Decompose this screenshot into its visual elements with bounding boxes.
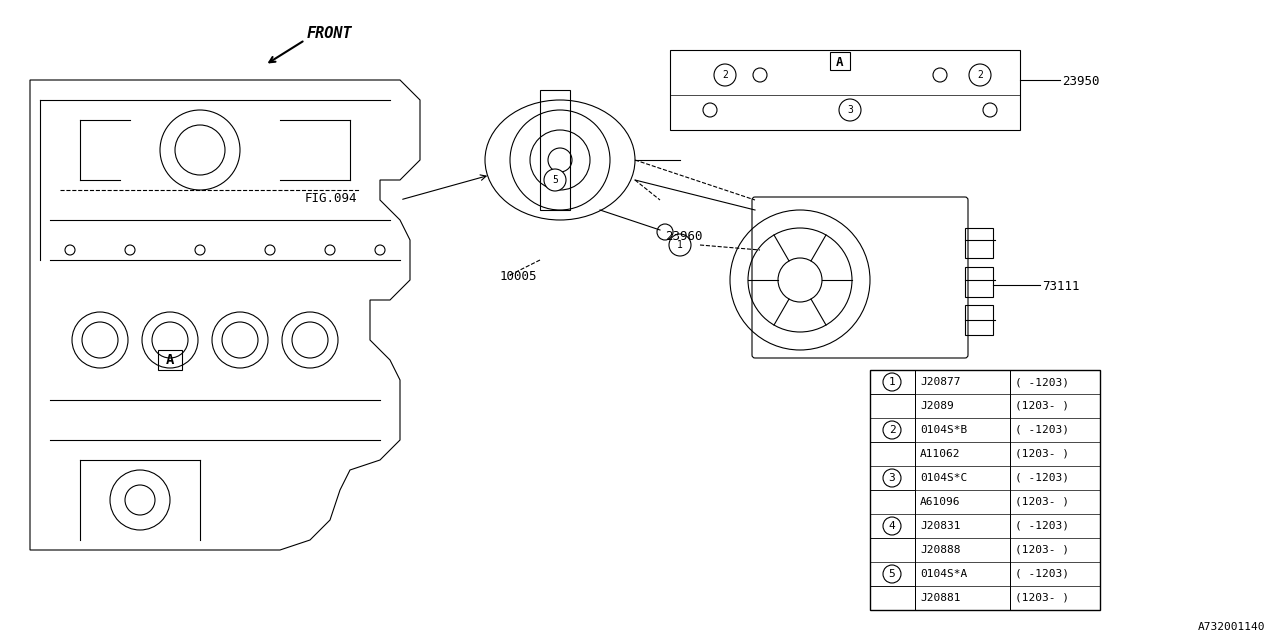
Text: 23950: 23950 <box>1062 75 1100 88</box>
Text: 23960: 23960 <box>666 230 703 243</box>
Bar <box>669 50 1020 130</box>
Text: J20831: J20831 <box>920 521 960 531</box>
Text: 0104S*B: 0104S*B <box>920 425 968 435</box>
Text: J20877: J20877 <box>920 377 960 387</box>
Text: (1203- ): (1203- ) <box>1015 497 1069 507</box>
Text: 4: 4 <box>888 521 896 531</box>
Text: A61096: A61096 <box>920 497 960 507</box>
Text: 5: 5 <box>888 569 896 579</box>
Text: (1203- ): (1203- ) <box>1015 593 1069 603</box>
Bar <box>829 52 850 70</box>
Text: 3: 3 <box>847 105 852 115</box>
Text: A: A <box>836 56 844 68</box>
Text: FIG.094: FIG.094 <box>305 192 357 205</box>
Bar <box>965 305 993 335</box>
Bar <box>965 267 993 297</box>
Text: 0104S*C: 0104S*C <box>920 473 968 483</box>
Text: 0104S*A: 0104S*A <box>920 569 968 579</box>
Text: 73111: 73111 <box>1042 280 1079 293</box>
Circle shape <box>669 234 691 256</box>
Text: ( -1203): ( -1203) <box>1015 473 1069 483</box>
Text: A11062: A11062 <box>920 449 960 459</box>
Text: ( -1203): ( -1203) <box>1015 569 1069 579</box>
Circle shape <box>544 169 566 191</box>
Bar <box>870 370 1100 610</box>
Text: (1203- ): (1203- ) <box>1015 401 1069 411</box>
Text: 2: 2 <box>722 70 728 80</box>
Circle shape <box>969 64 991 86</box>
Text: 2: 2 <box>977 70 983 80</box>
Text: (1203- ): (1203- ) <box>1015 545 1069 555</box>
Bar <box>157 350 182 370</box>
Text: A732001140: A732001140 <box>1198 622 1265 632</box>
Text: 5: 5 <box>552 175 558 185</box>
Text: 2: 2 <box>888 425 896 435</box>
Text: 1: 1 <box>677 240 684 250</box>
Text: (1203- ): (1203- ) <box>1015 449 1069 459</box>
Text: J20881: J20881 <box>920 593 960 603</box>
Text: ( -1203): ( -1203) <box>1015 377 1069 387</box>
Bar <box>965 228 993 258</box>
Text: FRONT: FRONT <box>307 26 352 41</box>
Text: 3: 3 <box>888 473 896 483</box>
Text: J2089: J2089 <box>920 401 954 411</box>
Text: 1: 1 <box>888 377 896 387</box>
Text: J20888: J20888 <box>920 545 960 555</box>
Circle shape <box>714 64 736 86</box>
Text: A: A <box>166 353 174 367</box>
Text: ( -1203): ( -1203) <box>1015 521 1069 531</box>
Text: 10005: 10005 <box>500 270 538 283</box>
Circle shape <box>838 99 861 121</box>
Bar <box>540 90 570 210</box>
Text: ( -1203): ( -1203) <box>1015 425 1069 435</box>
